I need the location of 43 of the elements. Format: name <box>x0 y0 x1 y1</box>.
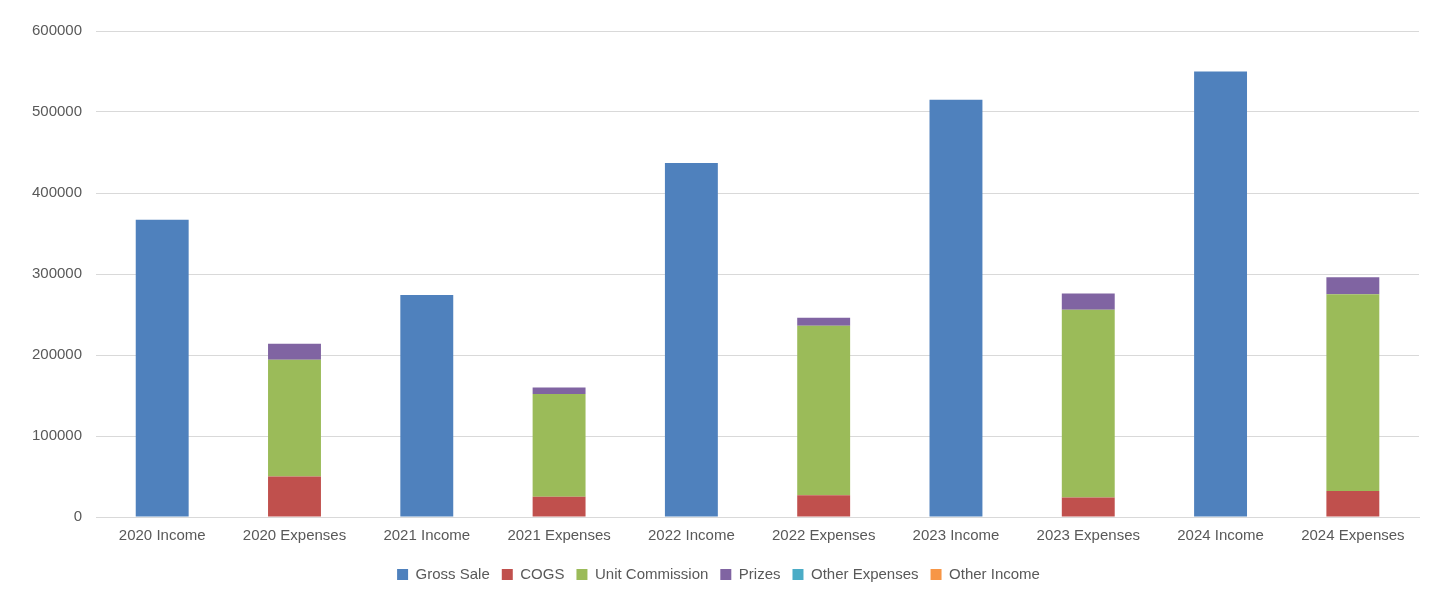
bar <box>929 99 983 517</box>
bar <box>1326 294 1380 492</box>
bar <box>268 476 321 517</box>
bar <box>532 387 586 394</box>
bar <box>532 496 586 517</box>
bar <box>135 219 189 517</box>
x-tick-label: 2024 Expenses <box>1301 526 1405 544</box>
bar <box>1061 497 1115 517</box>
bar <box>664 163 718 517</box>
legend-label: Gross Sale <box>415 564 490 582</box>
y-tick-label: 200000 <box>31 345 83 363</box>
bar <box>1061 293 1115 310</box>
bar <box>797 325 851 496</box>
y-tick-label: 300000 <box>31 264 83 282</box>
bar <box>1061 309 1115 498</box>
bar <box>532 393 586 497</box>
legend-label: Prizes <box>738 564 781 582</box>
x-tick-label: 2024 Income <box>1177 526 1264 544</box>
bar <box>400 295 454 517</box>
x-tick-label: 2022 Income <box>648 526 735 544</box>
y-tick-label: 100000 <box>31 426 83 444</box>
y-tick-label: 0 <box>73 507 83 525</box>
bar <box>1194 71 1248 517</box>
bar <box>797 317 851 326</box>
x-tick-label: 2021 Income <box>383 526 471 544</box>
bar <box>797 495 851 517</box>
legend-label: Other Income <box>949 564 1040 582</box>
y-tick-label: 400000 <box>31 183 83 201</box>
bar <box>1326 491 1380 517</box>
x-tick-label: 2020 Income <box>118 526 206 544</box>
y-tick-label: 500000 <box>31 102 83 120</box>
x-tick-label: 2023 Income <box>912 526 1000 544</box>
x-tick-label: 2022 Expenses <box>771 526 876 544</box>
bar <box>268 343 321 360</box>
x-tick-label: 2020 Expenses <box>242 526 347 544</box>
legend-label: Other Expenses <box>810 564 919 582</box>
legend-label: COGS <box>520 564 565 582</box>
bar <box>268 359 321 477</box>
bar <box>1326 277 1380 295</box>
x-tick-label: 2021 Expenses <box>507 526 611 544</box>
x-tick-label: 2023 Expenses <box>1036 526 1140 544</box>
legend-label: Unit Commission <box>594 564 709 582</box>
y-tick-label: 600000 <box>31 21 83 39</box>
